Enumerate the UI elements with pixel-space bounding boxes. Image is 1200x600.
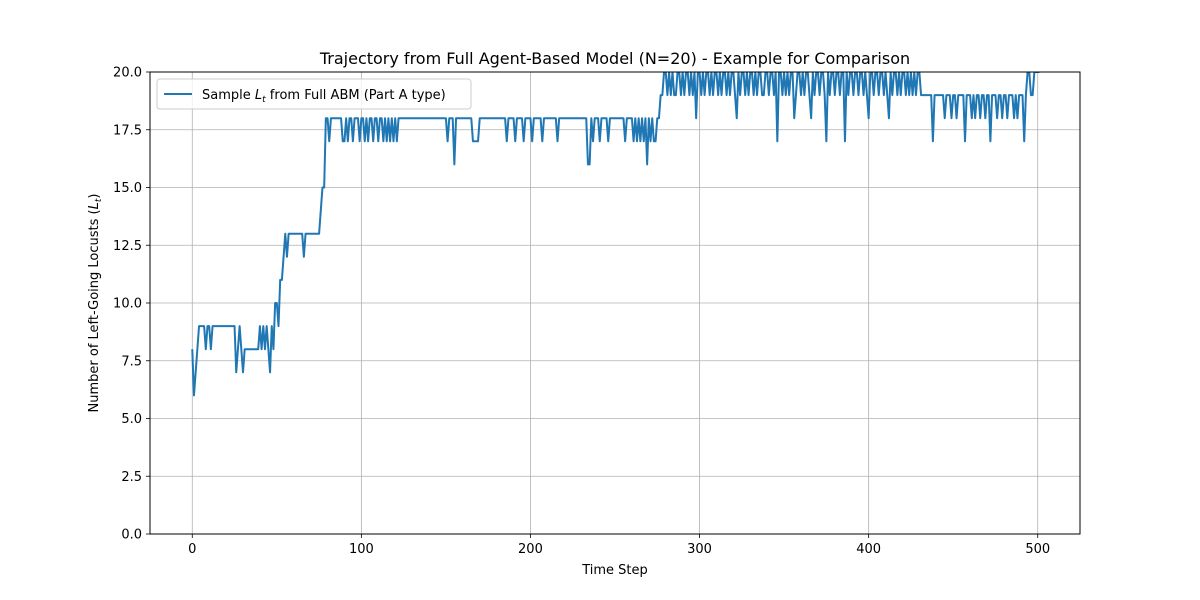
y-tick-label: 20.0 [113,66,142,81]
x-axis-title: Time Step [581,563,648,578]
y-tick-label: 2.5 [121,470,142,485]
y-tick-label: 12.5 [113,239,142,254]
chart-title: Trajectory from Full Agent-Based Model (… [319,49,910,68]
y-tick-label: 5.0 [121,412,142,427]
x-tick-label: 500 [1025,542,1050,557]
series-line [191,72,1040,397]
y-tick-label: 15.0 [113,181,142,196]
legend-box [156,78,472,110]
y-tick-label: 0.0 [121,528,142,543]
x-tick-label: 100 [349,542,374,557]
legend: Sample Lt from Full ABM (Part A type) [156,78,472,110]
ticks: 0 100 200 300 400 500 0.0 2.5 5.0 7.5 10.0 12.5 15.0… [113,66,1050,558]
series-layer [191,72,1040,397]
x-tick-label: 0 [188,542,196,557]
x-tick-label: 300 [687,542,712,557]
y-tick-label: 7.5 [121,354,142,369]
y-tick-label: 17.5 [113,123,142,138]
y-tick-label: 10.0 [113,297,142,312]
legend-label: Sample Lt from Full ABM (Part A type) [202,88,446,105]
x-tick-label: 200 [518,542,543,557]
y-axis-title: Number of Left-Going Locusts (Lt) [87,194,104,413]
x-tick-label: 400 [856,542,881,557]
